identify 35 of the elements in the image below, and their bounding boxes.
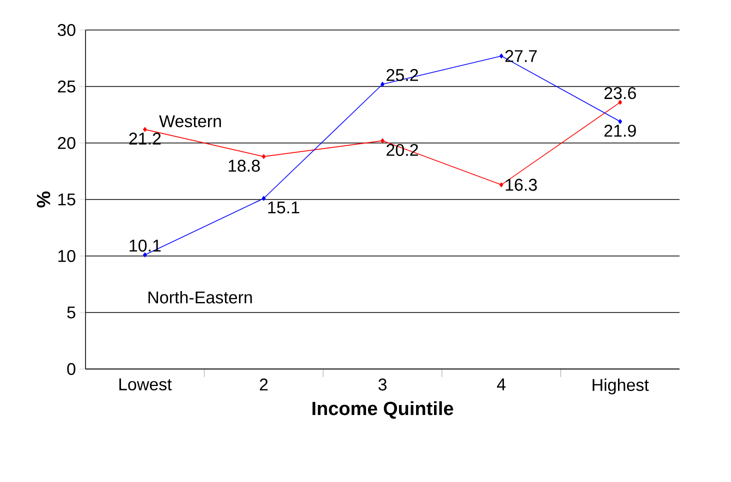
data-label: 21.9 [604, 124, 636, 137]
x-axis-title: Income Quintile [312, 401, 454, 419]
y-axis-title: % [36, 192, 50, 208]
point [618, 100, 622, 105]
text: North-Eastern [148, 290, 252, 304]
point [143, 252, 147, 258]
point [262, 196, 266, 201]
data-label: 15.1 [268, 202, 300, 214]
y-tick-label: 10 [58, 250, 76, 262]
point [499, 54, 504, 58]
data-label: 16.3 [506, 178, 537, 191]
data-label: 21.2 [129, 132, 161, 145]
x-tick-label: 3 [378, 378, 387, 391]
data-label: 23.6 [604, 87, 636, 100]
x-tick-label: Highest [592, 378, 649, 394]
series-label: Western [159, 115, 221, 128]
y-tick-label: 20 [58, 136, 76, 150]
data-label: 25.2 [386, 69, 418, 82]
point [380, 138, 384, 144]
data-label: 10.1 [130, 240, 161, 252]
data-label: 27.7 [505, 50, 537, 62]
x-tick-label: 2 [260, 378, 268, 390]
x-tick-label: Lowest [119, 378, 172, 390]
point [499, 182, 504, 188]
y-tick-label: 15 [58, 194, 76, 206]
y-tick-label: 25 [58, 80, 76, 93]
point [380, 82, 384, 87]
y-tick-label: 5 [67, 306, 76, 318]
data-label: 18.8 [228, 160, 260, 172]
y-tick-label: 30 [58, 24, 76, 36]
y-tick-label: 0 [67, 362, 76, 376]
x-tick-label: 4 [497, 378, 506, 390]
point [143, 127, 147, 132]
point [618, 119, 622, 124]
point [262, 154, 266, 159]
